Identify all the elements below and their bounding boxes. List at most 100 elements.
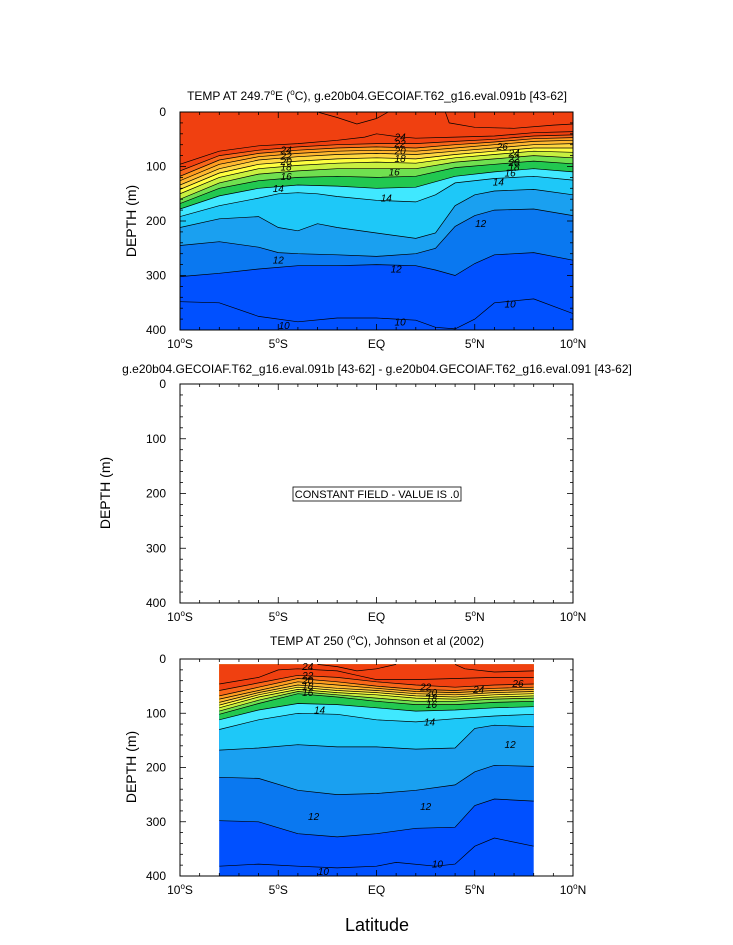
panel-3-title: TEMP AT 250 (oC), Johnson et al (2002) [270,633,484,648]
y-tick-label: 100 [146,706,166,720]
contour-label: 16 [302,688,314,699]
contour-label: 14 [314,705,326,716]
contour-label: 12 [273,256,285,267]
x-tick-label: EQ [368,883,385,897]
contour-label: 18 [508,163,520,174]
y-tick-label: 200 [146,487,166,501]
temperature-band [317,112,389,124]
temperature-band [219,664,534,684]
panel-difference: g.e20b04.GECOIAF.T62_g16.eval.091b [43-6… [97,362,632,624]
x-tick-label: 10oS [167,609,193,624]
isotherm-23 [180,134,573,172]
contour-label: 22 [507,154,520,165]
contour-label: 10 [395,317,407,328]
axes: 10oS 5oS EQ 5oN 10oN 0 100 200 300 400 [146,377,586,624]
panel-1-title: TEMP AT 249.7oE (oC), g.e20b04.GECOIAF.T… [187,88,567,103]
panel-observed-temperature: TEMP AT 250 (oC), Johnson et al (2002) 2… [123,633,586,897]
isotherm-10 [180,298,573,330]
x-tick-label: 10oS [167,882,193,897]
isotherm-17 [180,155,573,200]
y-tick-label: 100 [146,160,166,174]
isotherm-12 [219,764,534,795]
contour-label: 16 [281,172,293,183]
y-tick-label: 200 [146,214,166,228]
contour-label: 24 [507,148,520,159]
x-tick-label: 10oN [560,336,586,351]
isotherm-24 [180,131,573,165]
contour-label: 16 [426,700,438,711]
panel-model-temperature: TEMP AT 249.7oE (oC), g.e20b04.GECOIAF.T… [123,88,586,351]
contour-labels: 2422201816142422201816142624222018161412… [273,133,520,333]
x-tick-label: 5oS [269,336,288,351]
contour-label: 24 [280,146,293,157]
temperature-fill [180,112,573,330]
isotherm-lines [219,664,534,869]
isotherm-25 [317,112,389,125]
isotherm-12 [180,208,573,257]
contour-label: 10 [432,860,444,871]
isotherm-18 [180,150,573,195]
y-tick-label: 200 [146,761,166,775]
contour-label: 12 [505,740,517,751]
constant-field-box [292,486,462,502]
contour-label: 18 [395,154,407,165]
contour-label: 26 [511,679,524,690]
isotherm-20 [219,684,534,703]
isotherm-13 [180,189,573,239]
y-tick-label: 300 [146,815,166,829]
x-tick-label: 10oN [560,882,586,897]
isotherm-19 [180,147,573,190]
y-tick-label: 400 [146,323,166,337]
x-tick-label: 10oN [560,609,586,624]
contour-label: 14 [273,184,285,195]
isotherm-15 [219,703,534,721]
contour-label: 14 [493,177,505,188]
contour-label: 24 [301,662,314,673]
y-tick-label: 0 [159,377,166,391]
isotherm-13 [219,724,534,751]
x-tick-label: 5oS [269,609,288,624]
axes: 10oS 5oS EQ 5oN 10oN 0 100 200 300 400 [146,652,586,897]
contour-label: 20 [301,676,314,687]
x-axis-label: Latitude [345,915,409,935]
isotherm-22 [219,678,534,697]
isotherm-26 [454,664,534,673]
isotherm-16 [219,693,534,715]
y-tick-label: 300 [146,541,166,555]
isotherm-17 [219,691,534,712]
x-tick-label: 5oS [269,882,288,897]
contour-label: 22 [280,152,293,163]
isotherm-10 [219,837,534,869]
y-tick-label: 100 [146,432,166,446]
contour-label: 10 [318,867,330,878]
x-tick-label: 5oN [465,609,485,624]
contour-label: 22 [419,683,432,694]
y-tick-label: 0 [159,652,166,666]
isotherm-23 [219,674,534,691]
isotherm-25 [317,664,397,672]
contour-label: 20 [280,157,293,168]
contour-label: 20 [394,147,407,158]
isotherm-22 [180,137,573,177]
contour-label: 12 [420,802,432,813]
constant-field-note: CONSTANT FIELD - VALUE IS .0 [295,489,459,501]
contour-label: 18 [426,694,438,705]
y-axis-label: DEPTH (m) [97,457,113,529]
contour-label: 26 [496,142,509,153]
x-tick-label: 5oN [465,336,485,351]
contour-label: 16 [389,167,401,178]
x-tick-label: EQ [368,337,385,351]
contour-label: 14 [381,194,393,205]
temperature-fill [219,664,534,876]
isotherm-14 [180,175,573,217]
x-tick-label: 10oS [167,336,193,351]
contour-label: 16 [505,169,517,180]
contour-label: 10 [505,299,517,310]
contour-label: 20 [507,158,520,169]
isotherm-26 [444,112,573,129]
contour-label: 12 [475,219,487,230]
contour-label: 14 [424,717,436,728]
temperature-band [317,664,397,671]
